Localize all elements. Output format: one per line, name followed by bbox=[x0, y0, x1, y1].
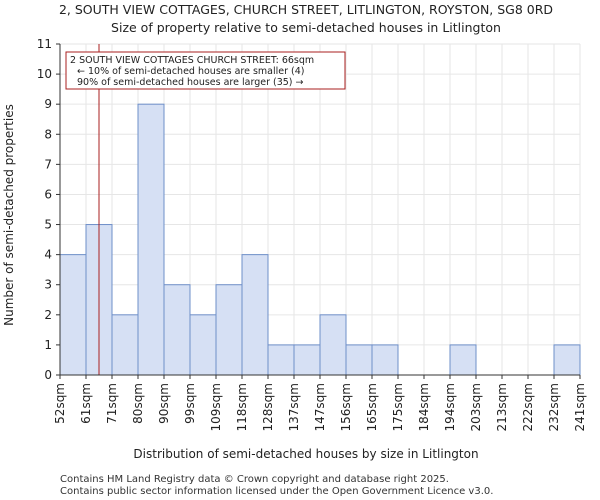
footer-licence: Contains public sector information licen… bbox=[60, 486, 493, 497]
y-tick-label: 2 bbox=[44, 308, 52, 322]
footer-copyright: Contains HM Land Registry data © Crown c… bbox=[60, 474, 449, 485]
x-tick-label: 52sqm bbox=[53, 383, 67, 424]
x-tick-label: 71sqm bbox=[105, 383, 119, 424]
x-tick-label: 80sqm bbox=[131, 383, 145, 424]
y-tick-label: 9 bbox=[44, 97, 52, 111]
x-tick-labels: 52sqm 61sqm 71sqm 80sqm 90sqm 99sqm 109sqm 118s… bbox=[53, 375, 587, 431]
x-tick-label: 203sqm bbox=[469, 383, 483, 431]
annotation-box: 2 SOUTH VIEW COTTAGES CHURCH STREET: 66s… bbox=[65, 51, 346, 90]
x-tick-label: 128sqm bbox=[261, 383, 275, 431]
bar bbox=[137, 103, 165, 376]
x-tick-label: 213sqm bbox=[495, 383, 509, 431]
y-tick-label: 7 bbox=[44, 157, 52, 171]
x-tick-label: 109sqm bbox=[209, 383, 223, 431]
bar bbox=[215, 284, 243, 376]
y-tick-label: 1 bbox=[44, 338, 52, 352]
x-tick-label: 156sqm bbox=[339, 383, 353, 431]
bar bbox=[371, 344, 399, 376]
bar bbox=[553, 344, 581, 376]
annotation-line-3: 90% of semi-detached houses are larger (… bbox=[77, 77, 304, 88]
chart-title: 2, SOUTH VIEW COTTAGES, CHURCH STREET, L… bbox=[59, 2, 553, 17]
bar bbox=[293, 344, 321, 376]
annotation-frame bbox=[65, 51, 346, 90]
x-tick-label: 165sqm bbox=[365, 383, 379, 431]
bar bbox=[267, 344, 295, 376]
bar bbox=[111, 314, 139, 376]
bar bbox=[345, 344, 373, 376]
y-tick-label: 0 bbox=[44, 368, 52, 382]
bar bbox=[189, 314, 217, 376]
x-tick-label: 232sqm bbox=[547, 383, 561, 431]
x-tick-label: 194sqm bbox=[443, 383, 457, 431]
y-tick-label: 10 bbox=[37, 67, 52, 81]
chart-subtitle: Size of property relative to semi-detach… bbox=[111, 20, 501, 35]
x-tick-label: 147sqm bbox=[313, 383, 327, 431]
y-tick-label: 8 bbox=[44, 127, 52, 141]
bar bbox=[163, 284, 191, 376]
y-tick-labels: 0 1 2 3 4 5 6 7 8 9 10 11 bbox=[37, 37, 60, 382]
y-tick-label: 5 bbox=[44, 218, 52, 232]
bar bbox=[449, 344, 477, 376]
x-tick-label: 61sqm bbox=[79, 383, 93, 424]
x-tick-label: 118sqm bbox=[235, 383, 249, 431]
x-tick-label: 184sqm bbox=[417, 383, 431, 431]
annotation-line-2: ← 10% of semi-detached houses are smalle… bbox=[77, 66, 305, 77]
x-tick-label: 137sqm bbox=[287, 383, 301, 431]
x-tick-label: 175sqm bbox=[391, 383, 405, 431]
x-tick-label: 241sqm bbox=[573, 383, 587, 431]
y-tick-label: 6 bbox=[44, 187, 52, 201]
x-tick-label: 222sqm bbox=[521, 383, 535, 431]
y-tick-label: 11 bbox=[37, 37, 52, 51]
bar bbox=[59, 254, 87, 376]
bar bbox=[319, 314, 347, 376]
y-tick-label: 3 bbox=[44, 278, 52, 292]
y-axis-label: Number of semi-detached properties bbox=[2, 104, 16, 326]
annotation-line-1: 2 SOUTH VIEW COTTAGES CHURCH STREET: 66s… bbox=[70, 55, 314, 66]
y-tick-label: 4 bbox=[44, 248, 52, 262]
x-axis-label: Distribution of semi-detached houses by … bbox=[133, 447, 478, 461]
x-tick-label: 99sqm bbox=[183, 383, 197, 424]
bar bbox=[241, 254, 269, 376]
x-tick-label: 90sqm bbox=[157, 383, 171, 424]
